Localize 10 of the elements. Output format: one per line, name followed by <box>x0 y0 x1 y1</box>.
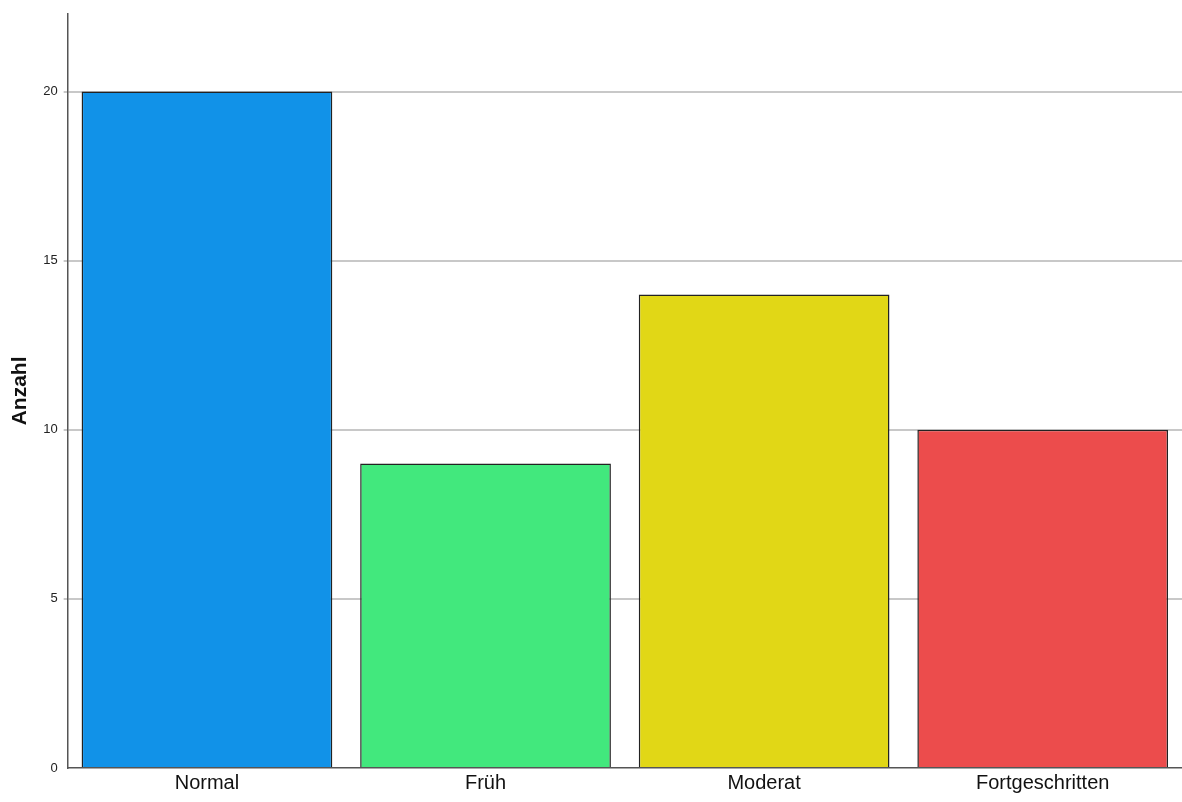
y-tick-label: 5 <box>50 590 58 606</box>
y-axis-title: Anzahl <box>7 356 31 426</box>
x-tick-label: Fortgeschritten <box>976 770 1110 793</box>
x-tick-label: Normal <box>174 770 240 793</box>
x-tick-label: Früh <box>464 770 507 793</box>
y-tick-label: 20 <box>43 83 58 99</box>
y-tick-label: 0 <box>50 759 58 775</box>
y-tick-label: 15 <box>43 252 58 268</box>
x-tick-label: Moderat <box>727 770 802 793</box>
y-tick-label: 10 <box>43 421 58 437</box>
